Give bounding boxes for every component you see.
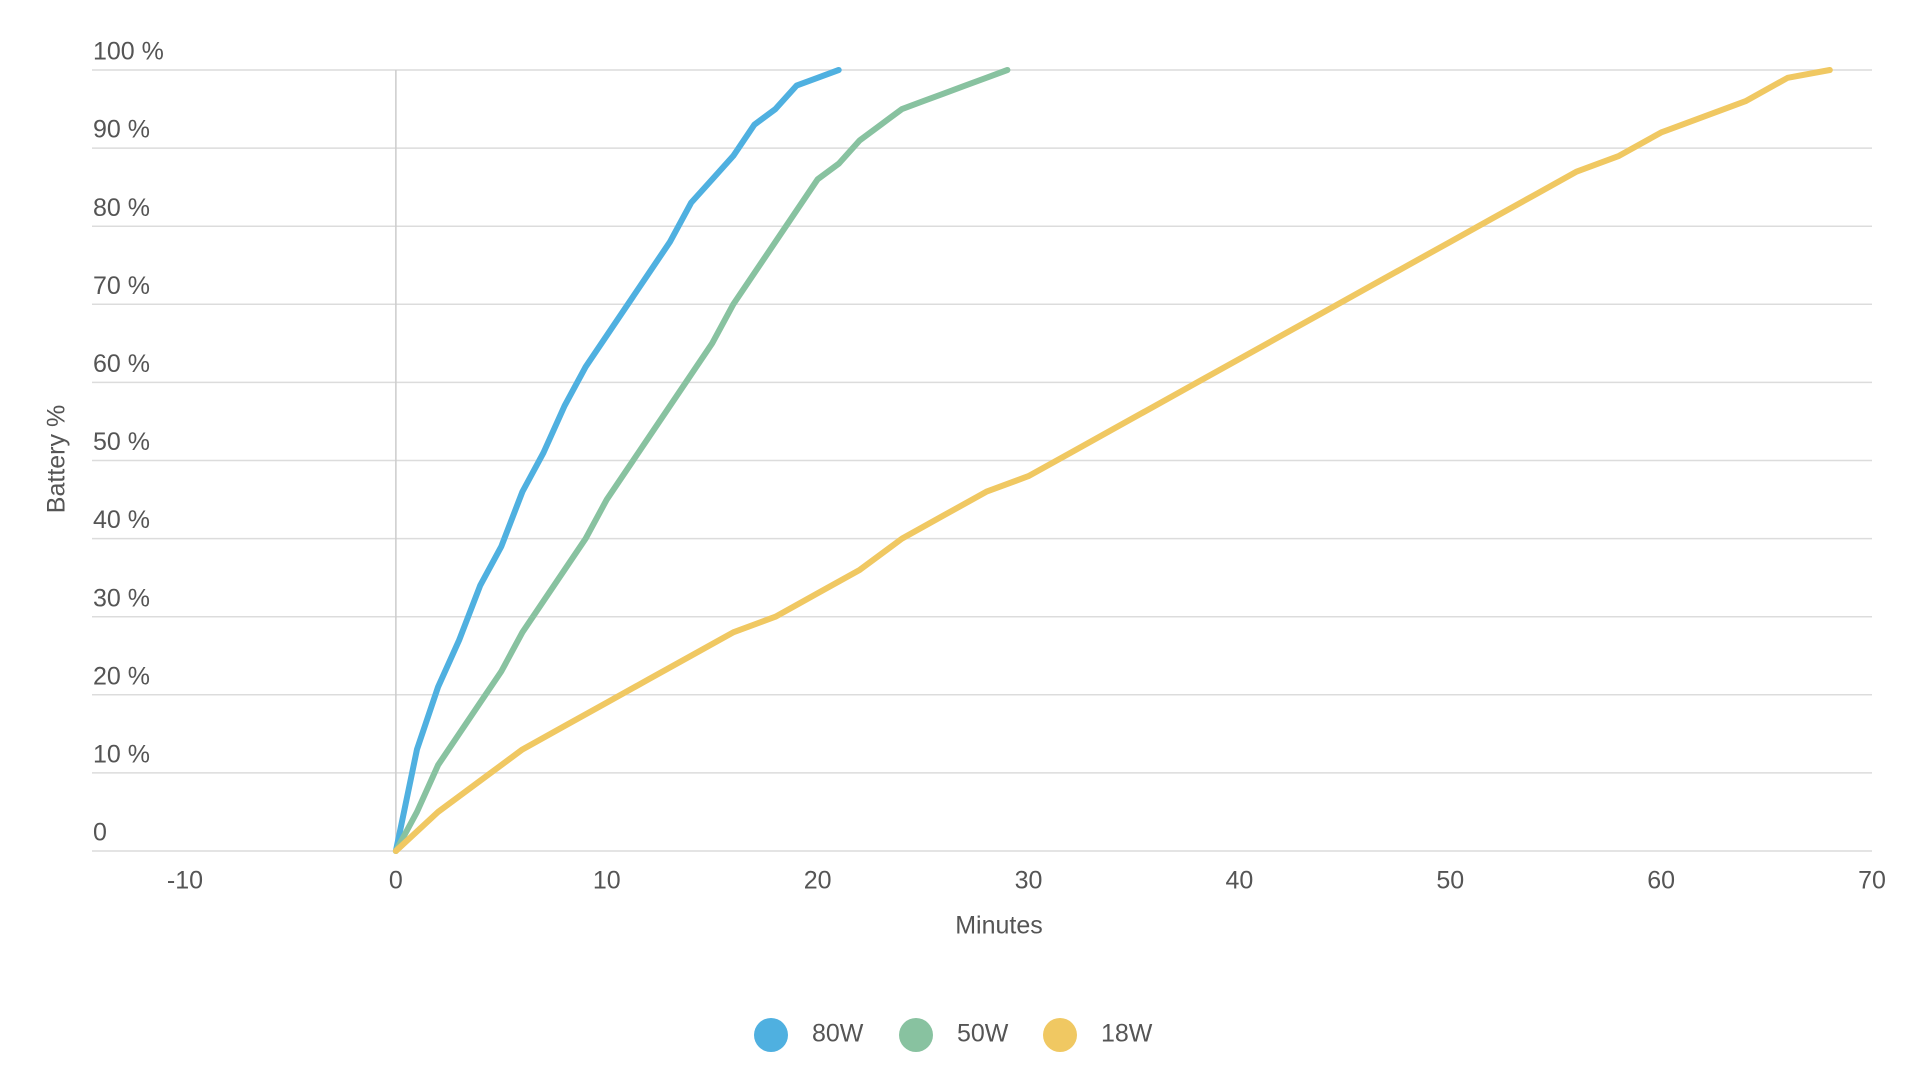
x-tick-label: 0 [389,867,403,895]
y-tick-label: 60 % [93,350,150,378]
x-tick-label: -10 [167,867,203,895]
legend-label: 18W [1101,1020,1153,1048]
y-tick-label: 20 % [93,662,150,690]
x-tick-label: 20 [804,867,832,895]
y-tick-label: 80 % [93,194,150,222]
y-tick-label: 50 % [93,428,150,456]
legend-label: 80W [812,1020,864,1048]
x-tick-label: 70 [1858,867,1886,895]
legend-marker [899,1018,933,1052]
y-tick-label: 0 [93,819,107,847]
x-tick-label: 60 [1647,867,1675,895]
y-tick-label: 40 % [93,506,150,534]
series-line [392,67,1833,854]
y-axis-label: Battery % [43,405,71,513]
x-tick-label: 40 [1225,867,1253,895]
x-tick-label: 30 [1015,867,1043,895]
y-tick-label: 70 % [93,272,150,300]
y-tick-label: 100 % [93,38,164,66]
legend-marker [1043,1018,1077,1052]
x-tick-label: 50 [1436,867,1464,895]
y-tick-label: 30 % [93,584,150,612]
y-tick-label: 90 % [93,116,150,144]
legend-label: 50W [957,1020,1009,1048]
series-line [392,67,1011,854]
y-tick-label: 10 % [93,741,150,769]
x-tick-label: 10 [593,867,621,895]
series-line [392,67,842,854]
legend-marker [754,1018,788,1052]
x-axis-label: Minutes [955,912,1043,940]
